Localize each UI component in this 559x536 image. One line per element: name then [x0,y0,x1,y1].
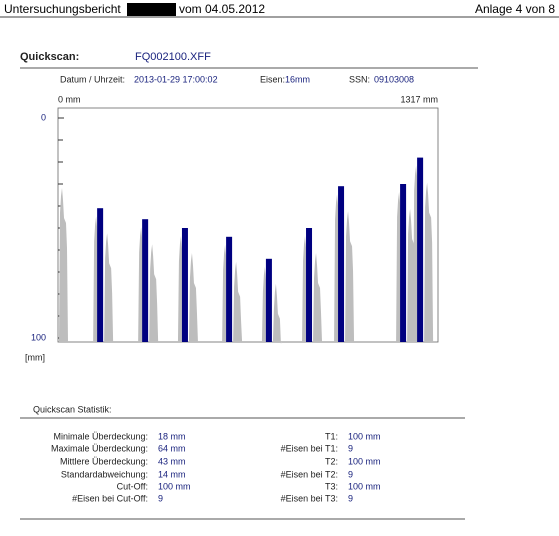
y-tick-label: 0 [41,112,46,122]
signal-trace [345,211,355,342]
stat-value: 9 [348,493,353,503]
quickscan-label: Quickscan: [20,51,79,63]
file-name: FQ002100.XFF [135,51,211,63]
iron-label: Eisen: [260,74,285,84]
signal-trace [272,283,282,344]
bar [306,228,313,342]
signal-trace [313,253,323,342]
bar [142,219,149,342]
stat-value: 100 mm [348,431,381,441]
stat-value: 64 mm [158,443,186,453]
stat-label: T1: [325,431,338,441]
signal-trace [59,188,68,342]
y-unit: [mm] [25,352,45,362]
bar [417,157,424,342]
header-date: vom 04.05.2012 [179,2,265,16]
y-tick-label: 100 [31,332,46,342]
stat-value: 14 mm [158,469,186,479]
stat-label: #Eisen bei T3: [281,493,338,503]
signal-trace [424,182,434,342]
stat-value: 9 [348,443,353,453]
iron-value: 16mm [285,74,310,84]
stat-label: Maximale Überdeckung: [51,443,148,453]
redaction [127,3,176,16]
header-title: Untersuchungsbericht [4,2,121,16]
stat-value: 9 [348,469,353,479]
stat-value: 100 mm [348,456,381,466]
stat-label: Cut-Off: [117,481,148,491]
date-label: Datum / Uhrzeit: [60,74,125,84]
date-value: 2013-01-29 17:00:02 [134,74,218,84]
stat-value: 18 mm [158,431,186,441]
signal-trace [188,253,198,342]
bar [226,236,233,342]
bar [265,258,272,342]
x-end-label: 1317 mm [400,94,438,104]
stat-label: Standardabweichung: [61,469,148,479]
plot-frame [57,107,439,343]
stat-value: 100 mm [348,481,381,491]
stat-label: #Eisen bei T2: [281,469,338,479]
stat-label: T2: [325,456,338,466]
ssn-label: SSN: [349,74,370,84]
stat-label: Mittlere Überdeckung: [60,456,148,466]
stat-value: 9 [158,493,163,503]
stat-value: 43 mm [158,456,186,466]
bar [338,186,345,342]
bar [181,228,188,342]
stat-value: 100 mm [158,481,191,491]
stats-title: Quickscan Statistik: [33,404,112,414]
stat-label: Minimale Überdeckung: [53,431,148,441]
header-page: Anlage 4 von 8 [475,2,555,16]
stat-label: T3: [325,481,338,491]
stat-label: #Eisen bei T1: [281,443,338,453]
x-start-label: 0 mm [58,94,81,104]
ssn-value: 09103008 [374,74,414,84]
bar [97,208,104,342]
signal-trace [149,244,159,342]
signal-trace [233,261,243,342]
bar [400,184,407,342]
signal-trace [104,233,114,342]
stat-label: #Eisen bei Cut-Off: [72,493,148,503]
